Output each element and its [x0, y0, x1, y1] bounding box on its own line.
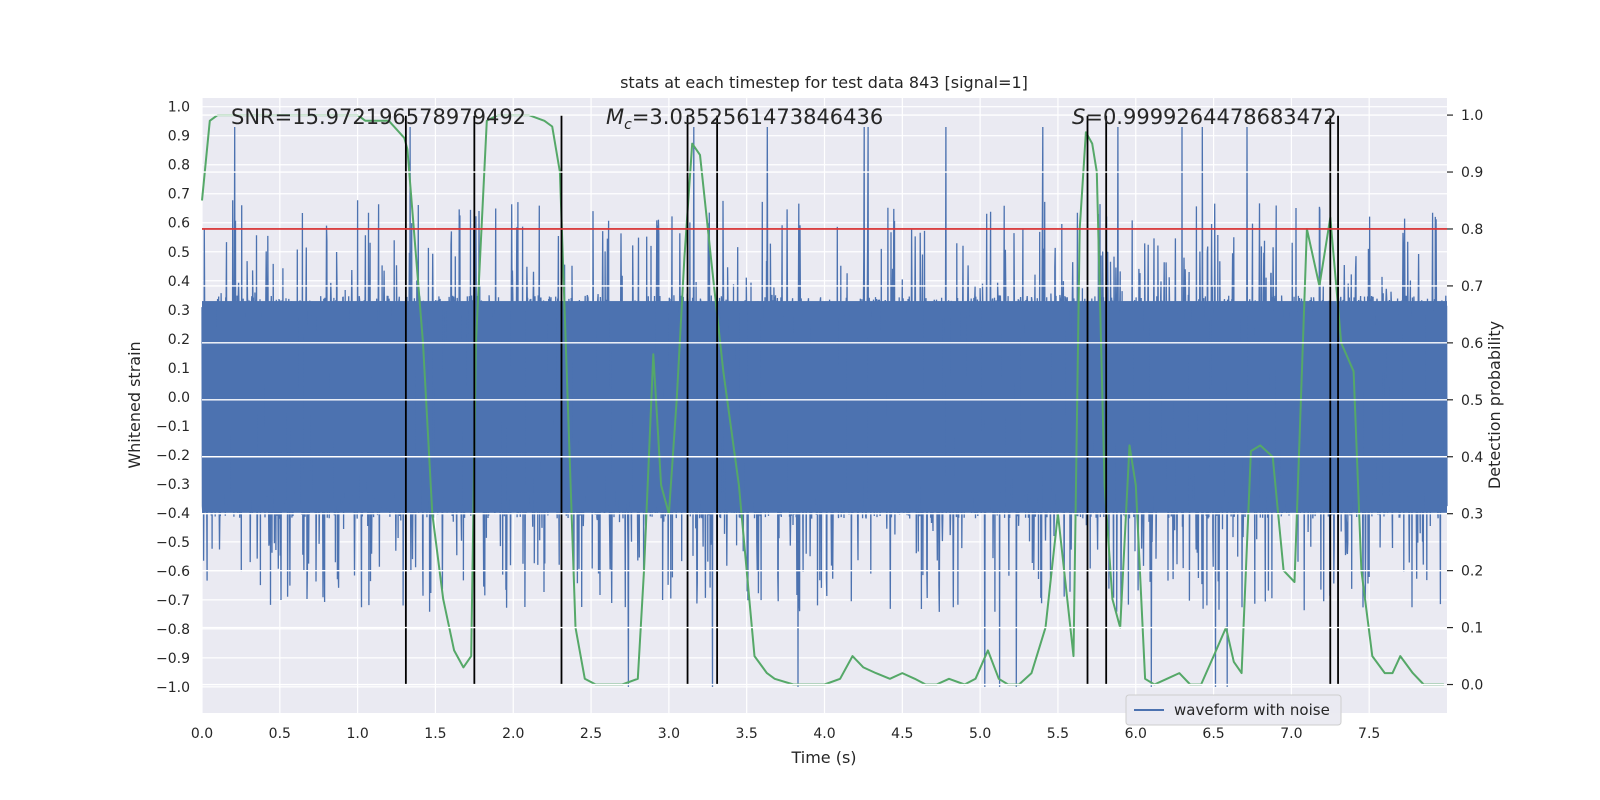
legend-label: waveform with noise: [1174, 701, 1330, 719]
chirp-mass-annotation: Mc=3.0352561473846436: [606, 105, 883, 133]
detection-score-annotation: S=0.9999264478683472: [1072, 105, 1337, 129]
x-tick-label: 3.5: [736, 726, 758, 742]
x-tick-label: 6.5: [1202, 726, 1224, 742]
x-tick-label: 7.0: [1280, 726, 1302, 742]
threshold-group: [202, 114, 1447, 686]
y-tick-label-left: 0.1: [168, 361, 190, 377]
y-tick-label-left: 1.0: [168, 100, 190, 116]
waveform-line: [201, 126, 1448, 687]
detection-score-value: =0.9999264478683472: [1085, 105, 1336, 129]
snr-annotation: SNR=15.972196578979492: [231, 105, 526, 129]
x-tick-label: 0.0: [191, 726, 213, 742]
y-tick-label-right: 0.6: [1461, 336, 1483, 352]
y-tick-label-right: 0.0: [1461, 678, 1483, 694]
axes: 0.0 0.5 1.0 1.5 2.0 2.5 3.0 3.5 4.0 4.5 5.0 5.5 6.0 6…: [156, 100, 1483, 742]
x-tick-label: 6.0: [1125, 726, 1147, 742]
chirp-mass-subscript: c: [624, 117, 632, 133]
y-tick-label-left: −0.6: [156, 564, 190, 580]
x-tick-label: 7.5: [1358, 726, 1380, 742]
x-tick-label: 2.0: [502, 726, 524, 742]
y-tick-label-right: 1.0: [1461, 108, 1483, 124]
x-tick-label: 5.0: [969, 726, 991, 742]
x-tick-label: 5.5: [1047, 726, 1069, 742]
x-tick-label: 1.5: [424, 726, 446, 742]
y-tick-label-left: −0.7: [156, 593, 190, 609]
y-tick-label-right: 0.2: [1461, 564, 1483, 580]
x-tick-label: 0.5: [269, 726, 291, 742]
y-tick-label-left: 0.0: [168, 390, 190, 406]
y-tick-label-left: −0.9: [156, 651, 190, 667]
waveform-series: [201, 126, 1448, 687]
chirp-mass-symbol: M: [606, 105, 624, 129]
y-tick-label-right: 0.7: [1461, 279, 1483, 295]
x-tick-label: 4.5: [891, 726, 913, 742]
y-tick-label-right: 0.5: [1461, 393, 1483, 409]
y-tick-label-left: −0.8: [156, 622, 190, 638]
x-tick-label: 2.5: [580, 726, 602, 742]
y-axis-label-right: Detection probability: [1485, 321, 1504, 489]
y-tick-label-right: 0.9: [1461, 165, 1483, 181]
y-tick-label-left: 0.2: [168, 332, 190, 348]
chirp-mass-value: =3.0352561473846436: [632, 105, 883, 129]
y-tick-label-right: 0.8: [1461, 222, 1483, 238]
legend-box: [1125, 694, 1342, 726]
y-tick-label-left: −0.5: [156, 535, 190, 551]
y-tick-label-left: 0.5: [168, 245, 190, 261]
x-tick-label: 4.0: [813, 726, 835, 742]
y-tick-label-left: −1.0: [156, 680, 190, 696]
x-axis-label: Time (s): [790, 748, 856, 767]
y-tick-label-right: 0.3: [1461, 507, 1483, 523]
y-tick-label-left: 0.8: [168, 158, 190, 174]
y-tick-label-right: 0.4: [1461, 450, 1483, 466]
y-tick-label-left: 0.3: [168, 303, 190, 319]
y-tick-label-right: 0.1: [1461, 621, 1483, 637]
y-tick-label-left: 0.6: [168, 216, 190, 232]
y-tick-label-left: 0.4: [168, 274, 190, 290]
y-tick-label-left: 0.9: [168, 129, 190, 145]
y-tick-label-left: −0.4: [156, 506, 190, 522]
detection-score-symbol: S: [1072, 105, 1085, 129]
y-tick-label-left: −0.3: [156, 477, 190, 493]
y-axis-label-left: Whitened strain: [125, 341, 144, 468]
chart-title: stats at each timestep for test data 843…: [620, 73, 1028, 92]
y-tick-label-left: −0.2: [156, 448, 190, 464]
legend: waveform with noise: [1125, 694, 1342, 726]
y-tick-label-left: 0.7: [168, 187, 190, 203]
x-tick-label: 3.0: [658, 726, 680, 742]
y-tick-label-left: −0.1: [156, 419, 190, 435]
x-tick-label: 1.0: [346, 726, 368, 742]
